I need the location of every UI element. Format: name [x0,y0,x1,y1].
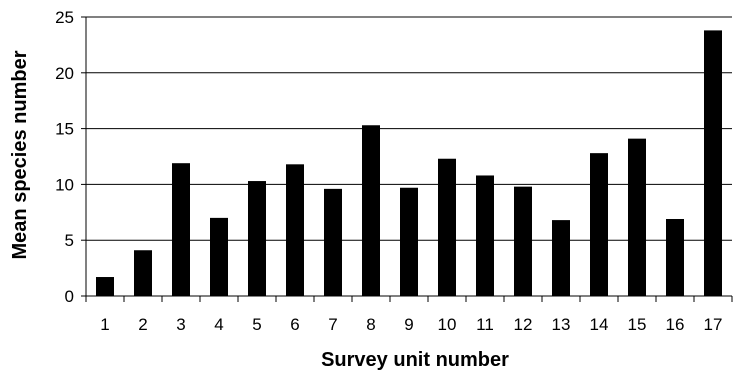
bar [362,125,380,296]
bar [286,164,304,296]
x-tick-labels: 1 2 3 4 5 6 7 8 9 10 11 12 13 14 15 16 17 [100,315,722,334]
x-tick-label: 11 [476,315,494,334]
y-axis-title: Mean species number [9,50,31,259]
x-tick-label: 4 [214,315,223,334]
y-tick-label: 5 [65,231,74,250]
bar [628,138,646,296]
x-axis-title: Survey unit number [321,349,509,371]
x-tick-label: 2 [138,315,147,334]
x-tick-label: 3 [176,315,185,334]
x-tick-label: 6 [290,315,299,334]
bar [590,153,608,296]
bars [96,30,722,297]
x-tick-label: 12 [514,315,533,334]
bar [438,158,456,296]
bar [210,217,228,296]
x-tick-label: 14 [590,315,609,334]
y-tick-label: 20 [55,64,74,83]
x-tick-label: 17 [704,315,723,334]
bar [324,188,342,296]
axes [81,16,733,302]
x-tick-label: 9 [404,315,413,334]
bar [400,187,418,296]
x-tick-label: 1 [100,315,109,334]
bar [248,181,266,296]
y-tick-labels: 0 5 10 15 20 25 [55,8,74,306]
x-tick-label: 13 [552,315,571,334]
y-tick-label: 15 [55,120,74,139]
bar [172,163,190,296]
x-tick-label: 7 [328,315,337,334]
x-tick-label: 5 [252,315,261,334]
bar [666,218,684,296]
bar [514,186,532,296]
x-tick-label: 8 [366,315,375,334]
y-tick-label: 25 [55,8,74,27]
bar [96,277,114,296]
bar [134,250,152,296]
bar [476,175,494,296]
x-tick-label: 10 [438,315,457,334]
x-tick-label: 16 [666,315,685,334]
y-tick-label: 10 [55,175,74,194]
gridlines [86,16,732,241]
bar [552,220,570,296]
y-tick-label: 0 [65,287,74,306]
bar [704,30,722,297]
x-tick-label: 15 [628,315,647,334]
